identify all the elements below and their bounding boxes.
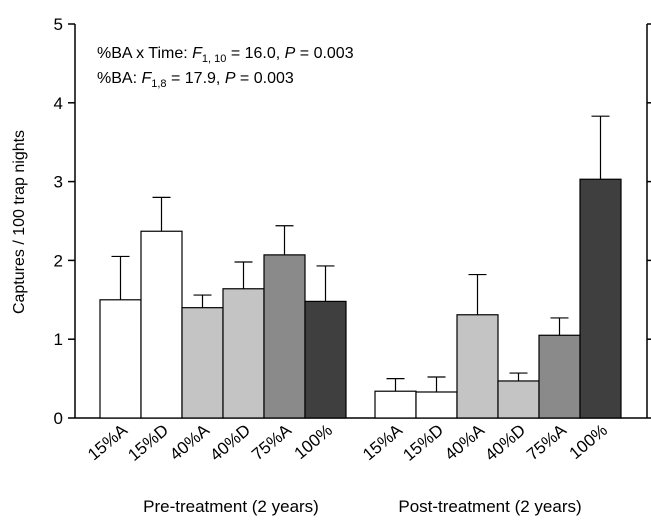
- annotation-part: %BA:: [97, 70, 141, 87]
- annotation: %BA: F1,8 = 17.9, P = 0.003: [97, 70, 294, 90]
- x-tick-label: 100%: [566, 421, 612, 464]
- x-tick-label: 40%D: [481, 421, 529, 465]
- bar: [222, 288, 265, 419]
- annotation-part: P: [225, 70, 236, 87]
- x-tick-label: 100%: [291, 421, 337, 464]
- x-tick-label: 15%D: [124, 421, 172, 465]
- annotation-part: P: [285, 45, 296, 62]
- annotation-part: = 17.9,: [167, 70, 225, 87]
- bar: [497, 380, 540, 419]
- x-tick-label: 75%A: [523, 420, 570, 464]
- annotation: %BA x Time: F1, 10 = 16.0, P = 0.003: [97, 45, 354, 65]
- bar: [415, 391, 458, 419]
- annotation-part: 1, 10: [202, 53, 226, 65]
- y-tick-label: 5: [54, 15, 63, 34]
- x-tick-label: 40%A: [166, 420, 213, 464]
- group-label: Pre-treatment (2 years): [143, 497, 319, 516]
- bar: [99, 299, 142, 419]
- bar: [579, 178, 622, 419]
- bar: [181, 307, 224, 419]
- bar: [304, 300, 347, 419]
- group-label: Post-treatment (2 years): [398, 497, 581, 516]
- annotation-part: F: [141, 70, 152, 87]
- annotation-part: = 16.0,: [226, 45, 284, 62]
- x-tick-label: 40%D: [206, 421, 254, 465]
- bar: [456, 314, 499, 419]
- bar: [538, 334, 581, 419]
- y-axis-label: Captures / 100 trap nights: [11, 130, 28, 314]
- annotation-part: = 0.003: [235, 70, 293, 87]
- x-tick-label: 15%A: [359, 420, 406, 464]
- annotation-part: 1,8: [151, 78, 166, 90]
- y-tick-label: 3: [54, 173, 63, 192]
- bar: [263, 254, 306, 419]
- x-tick-label: 75%A: [248, 420, 295, 464]
- annotation-part: %BA x Time:: [97, 45, 192, 62]
- y-tick-label: 1: [54, 330, 63, 349]
- annotation-part: = 0.003: [295, 45, 353, 62]
- annotation-part: F: [192, 45, 203, 62]
- x-tick-label: 15%A: [84, 420, 131, 464]
- y-tick-label: 4: [54, 94, 63, 113]
- bar: [140, 230, 183, 419]
- x-tick-label: 15%D: [399, 421, 447, 465]
- bar: [374, 390, 417, 419]
- y-tick-label: 0: [54, 409, 63, 428]
- y-tick-label: 2: [54, 251, 63, 270]
- x-tick-label: 40%A: [441, 420, 488, 464]
